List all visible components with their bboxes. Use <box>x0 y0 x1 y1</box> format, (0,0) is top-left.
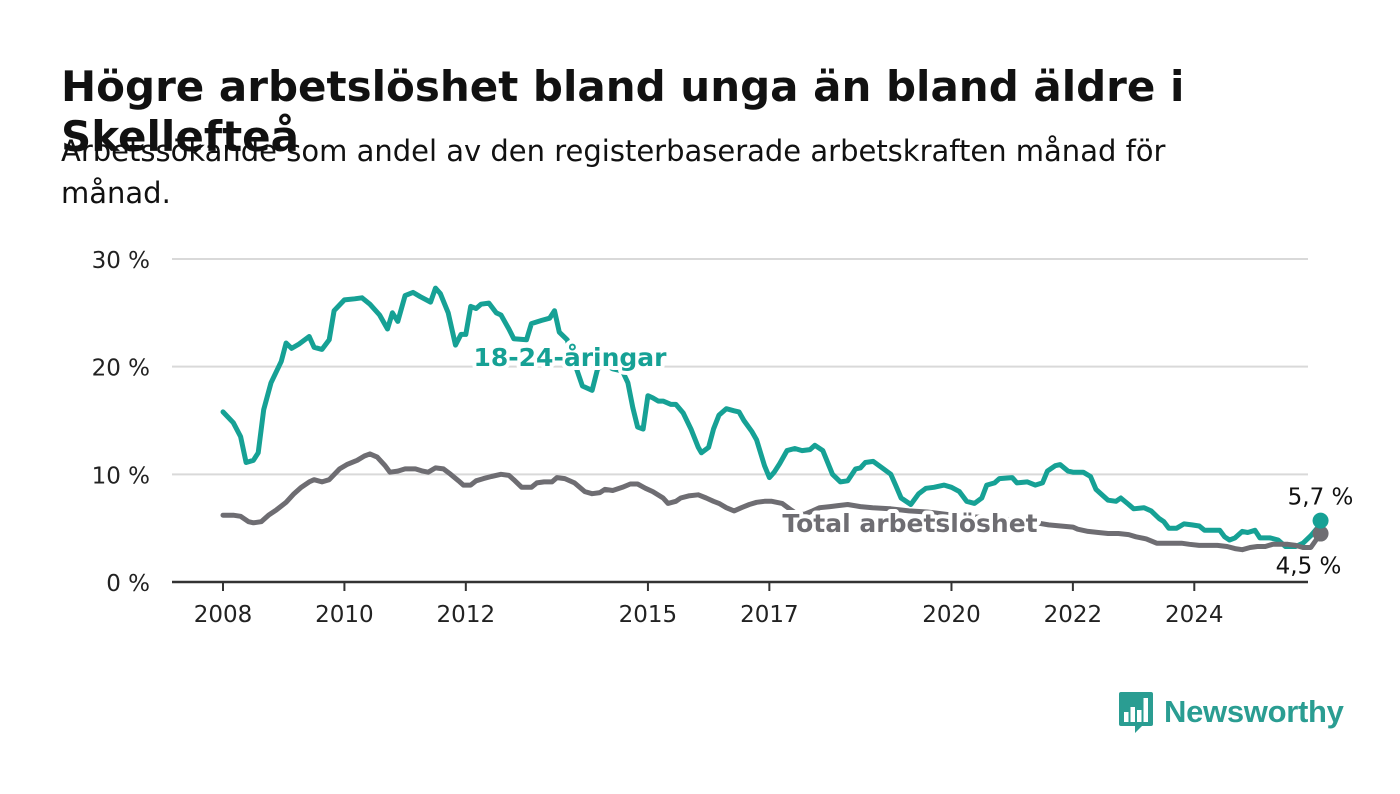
y-axis-tick-labels: 0 % 10 % 20 % 30 % <box>92 248 150 597</box>
gridlines <box>172 258 1308 476</box>
x-tick-label: 2020 <box>922 602 981 628</box>
series-end-dot-1 <box>1312 525 1329 542</box>
series-label: Total arbetslöshet <box>782 509 1037 538</box>
x-tick-label: 2017 <box>740 602 799 628</box>
series-line-1 <box>220 451 1324 553</box>
x-tick-label: 2015 <box>619 602 678 628</box>
series-label: 18-24-åringar <box>474 343 668 372</box>
series-line-0 <box>220 285 1324 549</box>
chart-title: Högre arbetslöshet bland unga än bland ä… <box>61 62 1185 161</box>
end-value-label: 5,7 % <box>1288 485 1354 511</box>
x-axis: 2008 2010 2012 2015 2017 2020 2022 2024 <box>172 580 1308 628</box>
x-tick-label: 2010 <box>315 602 374 628</box>
end-value-label: 4,5 % <box>1276 554 1342 580</box>
x-tick-label: 2022 <box>1044 602 1103 628</box>
bar-chart-speech-bubble-icon <box>1119 692 1153 733</box>
newsworthy-logo[interactable]: Newsworthy <box>1118 690 1344 734</box>
annotations: 5,7 % 4,5 % 18-24-åringar Total arbetslöshe… <box>470 339 1356 582</box>
x-tick-label: 2024 <box>1165 602 1224 628</box>
series-end-dot-0 <box>1312 512 1329 529</box>
x-tick-label: 2008 <box>194 602 253 628</box>
y-tick-label: 0 % <box>106 571 150 597</box>
brand-name: Newsworthy <box>1164 694 1344 729</box>
x-tick-label: 2012 <box>437 602 496 628</box>
series-lines <box>220 285 1329 553</box>
y-tick-label: 20 % <box>92 356 150 382</box>
chart-subtitle: Arbetssökande som andel av den registerb… <box>61 134 1166 210</box>
y-tick-label: 10 % <box>92 463 150 489</box>
y-tick-label: 30 % <box>92 248 150 274</box>
